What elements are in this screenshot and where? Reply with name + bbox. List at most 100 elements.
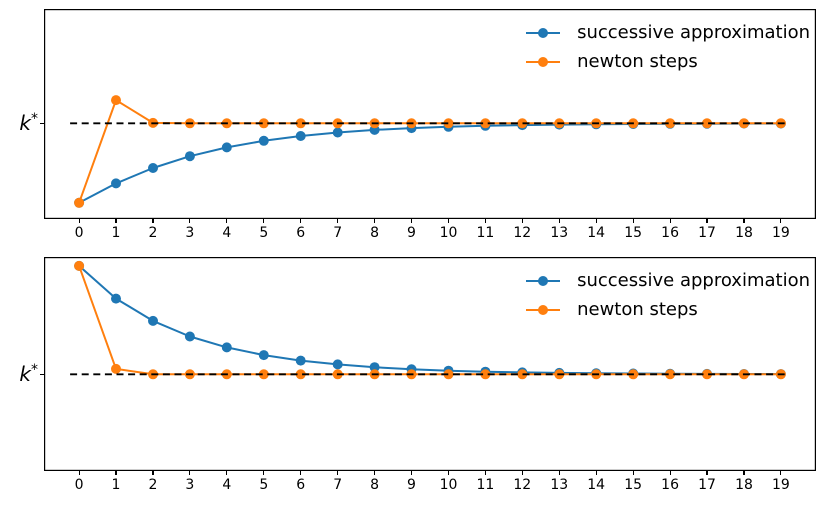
x-tick [300, 219, 302, 223]
y-tick-kstar [39, 122, 44, 124]
x-tick-label: 5 [259, 477, 269, 493]
legend-bottom: successive approximation newton steps [524, 270, 810, 321]
x-tick [706, 219, 708, 223]
legend-line-orange-icon [526, 57, 561, 67]
x-tick [189, 219, 191, 223]
x-tick-label: 13 [550, 477, 569, 493]
x-tick-label: 1 [111, 225, 121, 241]
x-tick [374, 219, 376, 223]
x-tick-label: 7 [333, 225, 343, 241]
legend-line-orange-icon [526, 305, 561, 315]
subplot-top: successive approximation newton steps [44, 9, 816, 219]
kstar-base: k [19, 111, 31, 135]
x-tick [447, 471, 450, 475]
x-tick [484, 219, 486, 223]
x-tick-label: 11 [476, 225, 495, 241]
y-tick-kstar [39, 373, 44, 375]
legend-line-blue-icon [526, 276, 561, 286]
x-tick [447, 219, 450, 223]
x-tick-label: 8 [370, 225, 380, 241]
x-tick [374, 471, 376, 475]
x-tick-label: 14 [587, 477, 606, 493]
legend-top: successive approximation newton steps [524, 22, 810, 73]
x-tick [780, 219, 782, 223]
plot-canvas-bottom [44, 257, 816, 471]
x-tick-label: 16 [661, 477, 679, 493]
x-tick [484, 471, 486, 475]
x-tick-label: 12 [513, 477, 532, 493]
x-tick [595, 219, 597, 223]
x-tick-label: 3 [185, 477, 195, 493]
x-tick [78, 219, 80, 223]
x-tick [337, 471, 339, 475]
x-tick-label: 18 [735, 477, 753, 493]
legend-item-newton-steps: newton steps [524, 299, 810, 321]
y-axis-label-kstar-bottom: k* [0, 362, 38, 389]
x-tick-label: 10 [439, 225, 458, 241]
x-tick [595, 471, 597, 475]
x-tick [780, 471, 782, 475]
legend-item-successive-approximation: successive approximation [524, 22, 810, 44]
x-tick [743, 471, 745, 475]
plot-canvas-top [44, 9, 816, 219]
x-tick-label: 0 [74, 225, 84, 241]
x-tick-label: 2 [148, 477, 158, 493]
x-tick-label: 18 [735, 225, 753, 241]
x-tick [410, 219, 413, 223]
x-tick-label: 6 [296, 225, 306, 241]
x-tick [226, 219, 228, 223]
x-tick-label: 1 [111, 477, 121, 493]
x-tick-label: 10 [439, 477, 458, 493]
y-axis-label-kstar-top: k* [0, 111, 38, 138]
x-tick-label: 8 [370, 477, 380, 493]
subplot-bottom: successive approximation newton steps [44, 257, 816, 471]
x-tick [410, 471, 413, 475]
x-tick-label: 15 [624, 225, 643, 241]
kstar-base: k [19, 362, 31, 386]
x-tick-label: 7 [333, 477, 343, 493]
x-tick [115, 219, 117, 223]
x-tick [521, 471, 523, 475]
x-tick [337, 219, 339, 223]
x-tick-label: 11 [476, 477, 495, 493]
x-tick [669, 471, 671, 475]
x-tick-label: 9 [407, 477, 416, 493]
x-tick-label: 12 [513, 225, 532, 241]
x-tick-label: 4 [222, 225, 232, 241]
x-tick-label: 0 [74, 477, 84, 493]
x-tick [521, 219, 523, 223]
x-tick [263, 219, 265, 223]
x-tick-label: 19 [771, 477, 790, 493]
x-tick [669, 219, 671, 223]
x-tick [558, 471, 560, 475]
x-tick-label: 15 [624, 477, 643, 493]
legend-item-newton-steps: newton steps [524, 51, 810, 73]
x-tick [189, 471, 191, 475]
x-tick [263, 471, 265, 475]
legend-item-successive-approximation: successive approximation [524, 270, 810, 292]
x-tick-label: 16 [661, 225, 679, 241]
x-tick-label: 9 [407, 225, 416, 241]
x-tick [115, 471, 117, 475]
x-tick-label: 5 [259, 225, 269, 241]
x-tick [558, 219, 560, 223]
x-tick-label: 2 [148, 225, 158, 241]
legend-label: newton steps [577, 299, 698, 320]
x-tick-label: 14 [587, 225, 606, 241]
x-tick [632, 219, 634, 223]
legend-label: successive approximation [577, 270, 810, 291]
x-tick [78, 471, 80, 475]
x-tick-label: 19 [771, 225, 790, 241]
x-tick [300, 471, 302, 475]
x-tick [226, 471, 228, 475]
kstar-superscript: * [31, 362, 38, 378]
x-tick [743, 219, 745, 223]
legend-line-blue-icon [526, 28, 561, 38]
x-tick-label: 17 [698, 477, 716, 493]
x-tick [152, 471, 154, 475]
x-tick [706, 471, 708, 475]
x-tick [152, 219, 154, 223]
x-tick-label: 4 [222, 477, 232, 493]
x-tick-label: 3 [185, 225, 195, 241]
